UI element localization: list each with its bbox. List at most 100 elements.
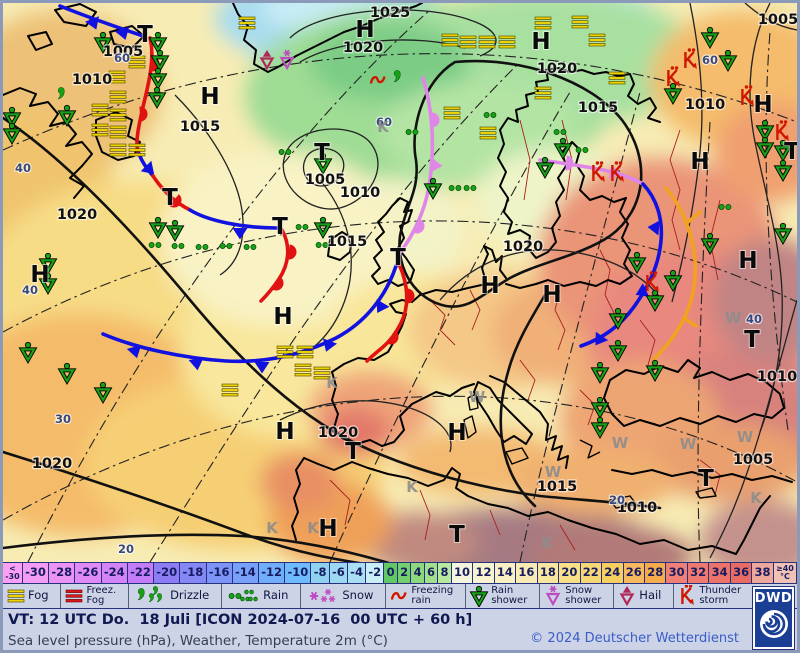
scale-cell: -30 bbox=[22, 563, 50, 583]
freezing-fog-icon bbox=[66, 589, 83, 603]
isobar-label-1020: 1020 bbox=[57, 207, 97, 223]
isobar-label-1005: 1005 bbox=[305, 172, 345, 188]
warm-front-biscay bbox=[365, 262, 416, 363]
product-title-line: Sea level pressure (hPa), Weather, Tempe… bbox=[8, 633, 388, 649]
scale-cell: -24 bbox=[101, 563, 128, 583]
fog-icon bbox=[498, 35, 516, 49]
dwd-logo: DWD bbox=[753, 587, 794, 649]
latitude-label-20: 20 bbox=[609, 493, 625, 507]
occluded-front-scandinavia bbox=[538, 155, 645, 186]
fog-icon bbox=[91, 123, 109, 137]
scale-cell: -20 bbox=[154, 563, 181, 583]
legend-item-freezing-rain: Freezing rain bbox=[386, 584, 467, 608]
fog-icon bbox=[276, 345, 294, 359]
scale-cell: 30 bbox=[666, 563, 688, 583]
scale-cell: 14 bbox=[494, 563, 517, 583]
airmass-label-W: W bbox=[725, 309, 742, 327]
fog-icon bbox=[588, 33, 606, 47]
pressure-center-H: H bbox=[200, 84, 219, 110]
snow-icon bbox=[309, 588, 337, 603]
fog-icon bbox=[443, 106, 461, 120]
isobar-label-1020: 1020 bbox=[343, 40, 383, 56]
fog-icon bbox=[571, 15, 589, 29]
pressure-center-T: T bbox=[390, 245, 406, 271]
isobar-label-1010: 1010 bbox=[757, 369, 797, 385]
fog-icon bbox=[109, 108, 127, 122]
pressure-center-H: H bbox=[318, 516, 337, 542]
copyright-text: © 2024 Deutscher Wetterdienst bbox=[530, 631, 739, 646]
legend-label: Hail bbox=[639, 588, 662, 603]
airmass-label-K: K bbox=[406, 478, 419, 496]
isobar-label-1020: 1020 bbox=[318, 425, 358, 441]
latitude-label-20: 20 bbox=[118, 542, 134, 556]
scale-cell: 36 bbox=[730, 563, 753, 583]
pressure-center-T: T bbox=[345, 439, 361, 465]
airmass-label-K: K bbox=[266, 519, 279, 537]
fog-icon bbox=[238, 16, 256, 30]
scale-cell: 28 bbox=[644, 563, 667, 583]
fog-icon bbox=[479, 126, 497, 140]
airmass-label-W: W bbox=[737, 428, 754, 446]
legend-item-drizzle: Drizzle bbox=[129, 584, 223, 608]
scale-cell: -22 bbox=[127, 563, 155, 583]
pressure-center-H: H bbox=[447, 420, 466, 446]
latitude-label-60: 60 bbox=[114, 51, 130, 65]
isobar-label-1010: 1010 bbox=[617, 500, 657, 516]
scale-cell: -26 bbox=[75, 563, 102, 583]
scale-cell: 18 bbox=[537, 563, 560, 583]
legend-label: Rain bbox=[263, 588, 289, 603]
scale-cell: ≥40 °C bbox=[773, 563, 797, 583]
scale-cell: 10 bbox=[451, 563, 474, 583]
cold-front bbox=[58, 4, 145, 43]
fog-icon bbox=[128, 143, 146, 157]
fog-icon bbox=[91, 103, 109, 117]
drizzle-icon bbox=[137, 586, 162, 603]
isobar-label-1025: 1025 bbox=[370, 5, 410, 21]
isobar-label-1005: 1005 bbox=[103, 44, 143, 60]
pressure-center-T: T bbox=[744, 327, 760, 353]
airmass-label-K: K bbox=[377, 118, 390, 136]
pressure-center-T: T bbox=[162, 185, 178, 211]
airmass-label-K: K bbox=[326, 374, 339, 392]
legend-item-freezing-fog: Freez. Fog bbox=[61, 584, 130, 608]
legend-item-hail: Hail bbox=[614, 584, 675, 608]
scale-cell: 16 bbox=[516, 563, 538, 583]
legend-label: Snow shower bbox=[565, 585, 602, 606]
legend-label: Rain shower bbox=[491, 585, 528, 606]
pressure-center-H: H bbox=[753, 92, 772, 118]
legend-label: Freezing rain bbox=[411, 585, 454, 606]
legend-label: Thunder storm bbox=[699, 585, 742, 606]
scale-cell: 22 bbox=[580, 563, 603, 583]
valid-time-line: VT: 12 UTC Do. 18 Juli [ICON 2024-07-16 … bbox=[8, 611, 473, 628]
airmass-label-K: K bbox=[541, 534, 554, 552]
scale-cell: 4 bbox=[411, 563, 425, 583]
scale-cell: -18 bbox=[180, 563, 207, 583]
scale-cell: 0 bbox=[384, 563, 398, 583]
isobar-label-1015: 1015 bbox=[578, 100, 618, 116]
scale-cell: 26 bbox=[623, 563, 645, 583]
airmass-label-W: W bbox=[612, 434, 629, 452]
pressure-center-T: T bbox=[449, 522, 465, 548]
coastlines bbox=[3, 3, 793, 555]
dwd-spiral-icon bbox=[759, 610, 788, 638]
legend-item-snow-shower: Snow shower bbox=[540, 584, 615, 608]
pressure-center-H: H bbox=[738, 248, 757, 274]
scale-cell: -10 bbox=[285, 563, 312, 583]
pressure-center-H: H bbox=[531, 29, 550, 55]
trough-line bbox=[652, 186, 702, 361]
scale-cell: -4 bbox=[347, 563, 367, 583]
weather-map: HHHHHHHHHHHHHTTTTTTTTTT10051010101510201… bbox=[3, 3, 797, 562]
pressure-center-H: H bbox=[30, 262, 49, 288]
latitude-label-60: 60 bbox=[702, 53, 718, 67]
scale-cell: -28 bbox=[49, 563, 76, 583]
pressure-center-H: H bbox=[355, 17, 374, 43]
scale-cell: 32 bbox=[687, 563, 710, 583]
rain-shower-icon bbox=[471, 585, 488, 606]
pressure-center-H: H bbox=[690, 149, 709, 175]
isobar-label-1010: 1010 bbox=[72, 72, 112, 88]
legend-item-fog: Fog bbox=[3, 584, 62, 608]
isobar-label-1020: 1020 bbox=[503, 239, 543, 255]
fog-icon bbox=[441, 33, 459, 47]
airmass-label-W: W bbox=[545, 463, 562, 481]
